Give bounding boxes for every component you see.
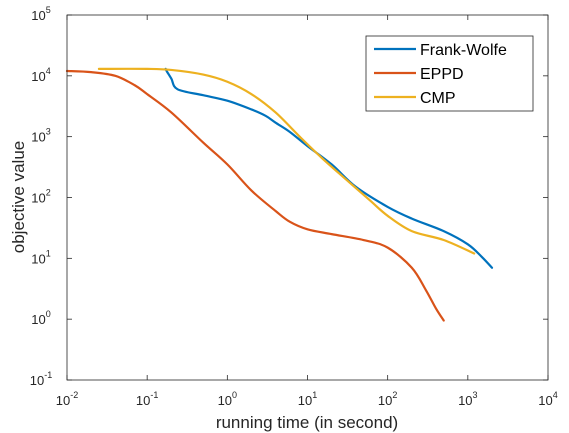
legend-label-cmp: CMP — [420, 90, 456, 107]
x-tick-base: 10 — [218, 393, 232, 408]
series-line-eppd — [65, 69, 445, 322]
tick-layer: 10-2 10-1 100 101 102 103 10410-11001011021031… — [30, 5, 558, 408]
x-tick-label: 10-2 — [56, 390, 78, 408]
legend: Frank-Wolfe EPPD CMP — [365, 35, 534, 112]
legend-label-frank-wolfe: Frank-Wolfe — [420, 42, 507, 59]
x-tick-exponent: 0 — [232, 390, 237, 400]
y-tick-base: 10 — [31, 130, 45, 145]
y-tick-label: 104 — [31, 66, 50, 84]
x-tick-base: 10 — [458, 393, 472, 408]
legend-label-eppd: EPPD — [420, 66, 464, 83]
x-tick-exponent: 3 — [473, 390, 478, 400]
y-tick-exponent: 3 — [46, 127, 51, 137]
x-tick-label: 100 — [218, 390, 237, 408]
x-tick-label: 102 — [378, 390, 397, 408]
y-tick-label: 103 — [31, 127, 50, 145]
y-tick-label: 102 — [31, 188, 50, 206]
x-tick-exponent: -2 — [70, 390, 78, 400]
series-line-frank-wolfe — [164, 67, 494, 269]
x-tick-label: 104 — [538, 390, 557, 408]
x-tick-label: 10-1 — [136, 390, 158, 408]
series-line-cmp — [97, 67, 476, 255]
y-tick-base: 10 — [31, 69, 45, 84]
y-tick-exponent: 1 — [46, 248, 51, 258]
y-tick-exponent: 2 — [46, 188, 51, 198]
x-tick-label: 101 — [298, 390, 317, 408]
y-tick-label: 105 — [31, 5, 50, 23]
x-tick-exponent: -1 — [150, 390, 158, 400]
y-tick-base: 10 — [31, 8, 45, 23]
y-tick-exponent: 5 — [46, 5, 51, 15]
x-tick-exponent: 1 — [312, 390, 317, 400]
y-tick-exponent: 4 — [46, 66, 51, 76]
y-tick-label: 10-1 — [30, 370, 52, 388]
x-tick-base: 10 — [56, 393, 70, 408]
y-tick-base: 10 — [31, 191, 45, 206]
y-tick-label: 100 — [31, 309, 50, 327]
x-tick-base: 10 — [298, 393, 312, 408]
y-tick-label: 101 — [31, 248, 50, 266]
y-tick-base: 10 — [31, 251, 45, 266]
x-tick-exponent: 4 — [553, 390, 558, 400]
y-tick-base: 10 — [31, 312, 45, 327]
y-tick-base: 10 — [30, 373, 44, 388]
x-tick-base: 10 — [136, 393, 150, 408]
x-tick-exponent: 2 — [392, 390, 397, 400]
x-axis-label: running time (in second) — [216, 413, 398, 432]
y-axis-label: objective value — [9, 141, 28, 253]
x-tick-base: 10 — [378, 393, 392, 408]
y-tick-exponent: 0 — [46, 309, 51, 319]
series-layer — [65, 67, 494, 322]
y-tick-exponent: -1 — [44, 370, 52, 380]
x-tick-base: 10 — [538, 393, 552, 408]
x-tick-label: 103 — [458, 390, 477, 408]
